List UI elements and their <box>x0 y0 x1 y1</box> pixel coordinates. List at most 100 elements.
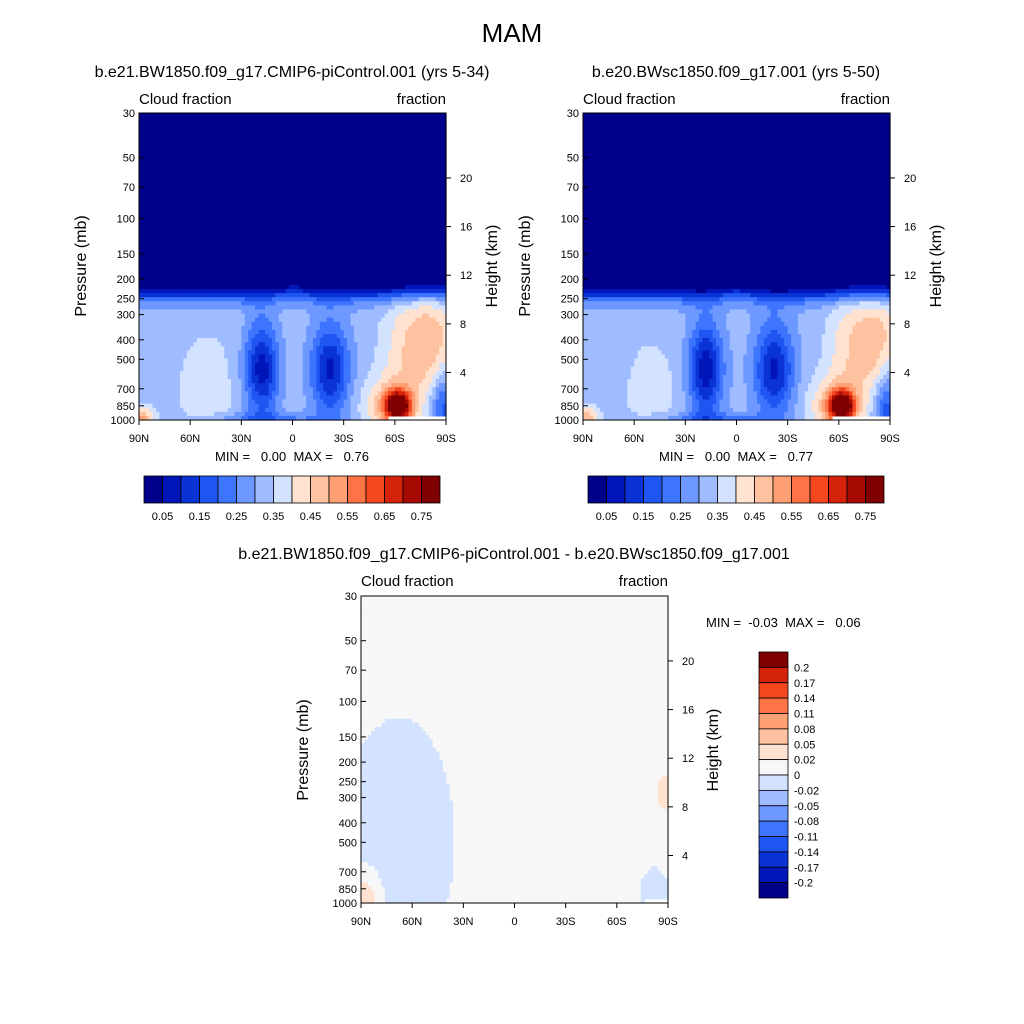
contour-cell <box>340 309 345 315</box>
contour-cell <box>159 272 164 278</box>
contour-cell <box>227 321 232 327</box>
contour-cell <box>207 158 212 163</box>
contour-cell <box>142 215 147 221</box>
contour-cell <box>196 145 201 151</box>
contour-cell <box>176 248 181 253</box>
contour-cell <box>186 198 191 204</box>
contour-cell <box>316 293 321 298</box>
contour-cell <box>152 280 157 286</box>
contour-cell <box>377 284 382 290</box>
contour-cell <box>360 260 365 266</box>
contour-cell <box>244 293 249 298</box>
contour-cell <box>381 178 386 184</box>
contour-cell <box>394 211 399 216</box>
contour-cell <box>251 297 256 302</box>
contour-cell <box>350 280 355 286</box>
contour-cell <box>374 243 379 249</box>
contour-cell <box>384 309 389 315</box>
contour-cell <box>394 252 399 257</box>
contour-cell <box>357 256 362 261</box>
contour-cell <box>241 329 246 335</box>
contour-cell <box>265 325 270 331</box>
contour-cell <box>139 268 144 274</box>
contour-cell <box>299 243 304 249</box>
contour-cell <box>439 141 444 147</box>
contour-cell <box>384 121 389 126</box>
contour-cell <box>428 280 433 286</box>
contour-cell <box>258 182 263 188</box>
contour-cell <box>183 170 188 175</box>
contour-cell <box>169 284 174 290</box>
contour-cell <box>183 149 188 155</box>
contour-cell <box>268 248 273 253</box>
contour-cell <box>190 162 195 167</box>
contour-cell <box>388 248 393 253</box>
contour-cell <box>261 321 266 327</box>
contour-cell <box>241 235 246 241</box>
contour-cell <box>261 289 266 294</box>
contour-cell <box>336 215 341 221</box>
contour-cell <box>377 133 382 139</box>
contour-cell <box>254 133 259 139</box>
contour-cell <box>306 305 311 311</box>
contour-cell <box>234 235 239 241</box>
contour-cell <box>162 248 167 253</box>
contour-cell <box>353 243 358 249</box>
contour-cell <box>343 252 348 257</box>
contour-cell <box>237 321 242 327</box>
contour-cell <box>435 149 440 155</box>
contour-cell <box>200 268 205 274</box>
contour-cell <box>237 313 242 319</box>
contour-cell <box>217 207 222 212</box>
contour-cell <box>166 145 171 151</box>
contour-cell <box>364 170 369 175</box>
contour-cell <box>258 137 263 143</box>
contour-cell <box>336 223 341 229</box>
contour-cell <box>272 207 277 212</box>
contour-cell <box>442 162 447 167</box>
contour-cell <box>210 223 215 229</box>
contour-cell <box>398 297 403 302</box>
contour-cell <box>139 153 144 159</box>
contour-cell <box>398 194 403 200</box>
contour-cell <box>391 227 396 233</box>
contour-cell <box>207 174 212 180</box>
contour-cell <box>292 321 297 327</box>
contour-cell <box>186 289 191 294</box>
contour-cell <box>401 231 406 237</box>
contour-cell <box>149 309 154 315</box>
contour-cell <box>295 284 300 290</box>
contour-cell <box>166 248 171 253</box>
contour-cell <box>156 121 161 126</box>
contour-cell <box>196 219 201 225</box>
contour-cell <box>149 198 154 204</box>
contour-cell <box>268 313 273 319</box>
contour-cell <box>173 158 178 163</box>
contour-cell <box>306 145 311 151</box>
contour-cell <box>149 235 154 241</box>
contour-cell <box>265 215 270 221</box>
contour-cell <box>323 309 328 315</box>
contour-cell <box>428 145 433 151</box>
contour-cell <box>275 293 280 298</box>
contour-cell <box>275 264 280 270</box>
contour-cell <box>149 305 154 311</box>
contour-cell <box>425 117 430 122</box>
contour-cell <box>272 305 277 311</box>
contour-cell <box>401 297 406 302</box>
contour-cell <box>272 260 277 266</box>
contour-cell <box>408 284 413 290</box>
contour-cell <box>381 219 386 225</box>
contour-cell <box>200 125 205 130</box>
contour-cell <box>343 149 348 155</box>
contour-cell <box>186 334 191 339</box>
contour-cell <box>432 293 437 298</box>
contour-cell <box>179 186 184 192</box>
contour-cell <box>336 162 341 167</box>
contour-cell <box>422 190 427 196</box>
contour-cell <box>244 231 249 237</box>
contour-cell <box>214 243 219 249</box>
contour-cell <box>415 117 420 122</box>
contour-cell <box>435 284 440 290</box>
contour-cell <box>384 227 389 233</box>
